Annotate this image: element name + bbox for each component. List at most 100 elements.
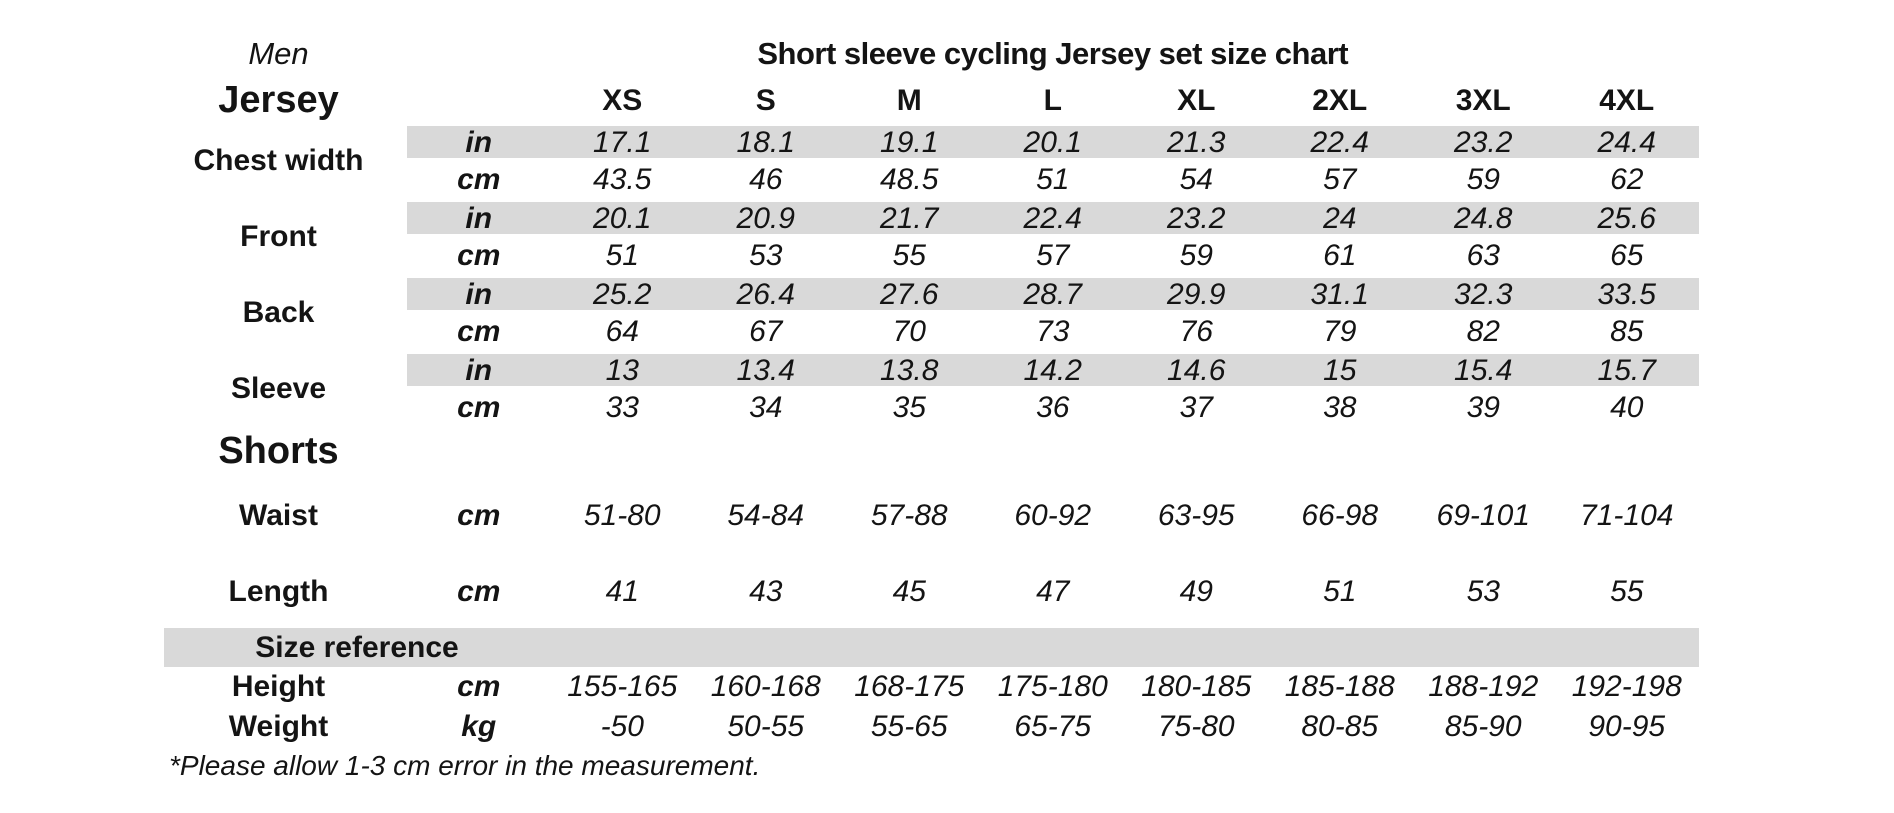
measurement-value: 13.8 — [880, 354, 939, 387]
size-header-row: Jersey XS S M L XL 2XL 3XL 4XL — [150, 78, 1699, 123]
unit-label: kg — [461, 710, 497, 743]
measurement-group: Back in 25.2 26.4 27.6 28.7 29.9 31.1 32.3 33.5 cm… — [150, 275, 1699, 351]
measurement-value: 51 — [1323, 575, 1357, 608]
measurement-row: in 20.1 20.9 21.7 22.4 23.2 24 24.8 25.6 — [407, 199, 1699, 237]
measurement-value: 69-101 — [1436, 499, 1530, 532]
measurement-value: 80-85 — [1301, 710, 1379, 743]
measurement-value: 23.2 — [1454, 126, 1513, 159]
measurement-rows: in 25.2 26.4 27.6 28.7 29.9 31.1 32.3 33.5 cm 64 67… — [407, 275, 1699, 351]
measurement-value: 34 — [749, 391, 783, 424]
measurement-row: cm 33 34 35 36 37 38 39 40 — [407, 389, 1699, 427]
gender-label: Men — [248, 36, 309, 71]
unit-label: in — [465, 354, 493, 387]
unit-label: cm — [457, 315, 501, 348]
measurement-value: 41 — [605, 575, 639, 608]
measurement-value: 70 — [892, 315, 926, 348]
chart-title: Short sleeve cycling Jersey set size cha… — [757, 36, 1349, 71]
measurement-rows: in 20.1 20.9 21.7 22.4 23.2 24 24.8 25.6 cm 51 53 55… — [407, 199, 1699, 275]
measurement-label: Chest width — [193, 144, 364, 177]
measurement-value: 90-95 — [1588, 710, 1666, 743]
size-reference-rows: Height cm 155-165 160-168 168-175 175-180 180-… — [150, 667, 1699, 747]
measurement-value: 60-92 — [1014, 499, 1092, 532]
measurement-value: 24 — [1323, 202, 1357, 235]
measurement-value: 71-104 — [1580, 499, 1674, 532]
size-column-header: S — [755, 83, 776, 117]
measurement-row: cm 64 67 70 73 76 79 82 85 — [407, 313, 1699, 351]
measurement-value: 57 — [1323, 163, 1357, 196]
measurement-value: 32.3 — [1454, 278, 1513, 311]
measurement-value: 59 — [1466, 163, 1500, 196]
title-row: Men Short sleeve cycling Jersey set size… — [150, 30, 1699, 78]
measurement-value: 53 — [1466, 575, 1500, 608]
measurement-label: Height — [231, 670, 326, 703]
measurement-value: 20.1 — [593, 202, 652, 235]
measurement-value: 33 — [605, 391, 639, 424]
measurement-value: -50 — [600, 710, 644, 743]
measurement-value: 76 — [1179, 315, 1213, 348]
measurement-value: 35 — [892, 391, 926, 424]
measurement-value: 188-192 — [1428, 670, 1539, 703]
measurement-value: 46 — [749, 163, 783, 196]
measurement-value: 59 — [1179, 239, 1213, 272]
measurement-value: 24.8 — [1454, 202, 1513, 235]
measurement-row: cm 43.5 46 48.5 51 54 57 59 62 — [407, 161, 1699, 199]
measurement-row: in 17.1 18.1 19.1 20.1 21.3 22.4 23.2 24.4 — [407, 123, 1699, 161]
measurement-value: 168-175 — [854, 670, 965, 703]
measurement-value: 51-80 — [583, 499, 661, 532]
unit-label: cm — [457, 499, 501, 532]
measurement-value: 57-88 — [870, 499, 948, 532]
measurement-value: 160-168 — [710, 670, 821, 703]
measurement-value: 66-98 — [1301, 499, 1379, 532]
measurement-value: 28.7 — [1023, 278, 1082, 311]
measurement-rows: in 13 13.4 13.8 14.2 14.6 15 15.4 15.7 cm 33 34 35 36… — [407, 351, 1699, 427]
measurement-value: 45 — [892, 575, 926, 608]
measurement-group: Sleeve in 13 13.4 13.8 14.2 14.6 15 15.4 15.7 cm 33… — [150, 351, 1699, 427]
size-column-header: 2XL — [1312, 83, 1368, 117]
measurement-value: 57 — [1036, 239, 1070, 272]
measurement-value: 18.1 — [736, 126, 795, 159]
measurement-value: 25.6 — [1597, 202, 1656, 235]
measurement-value: 79 — [1323, 315, 1357, 348]
measurement-value: 15.7 — [1597, 354, 1656, 387]
jersey-measurements: Chest width in 17.1 18.1 19.1 20.1 21.3 22.4 23.… — [150, 123, 1699, 427]
measurement-value: 180-185 — [1141, 670, 1252, 703]
measurement-rows: in 17.1 18.1 19.1 20.1 21.3 22.4 23.2 24.4 cm 43.5… — [407, 123, 1699, 199]
measurement-value: 85 — [1610, 315, 1644, 348]
measurement-value: 64 — [605, 315, 639, 348]
measurement-value: 47 — [1036, 575, 1070, 608]
measurement-value: 63 — [1466, 239, 1500, 272]
measurement-value: 23.2 — [1167, 202, 1226, 235]
measurement-value: 67 — [749, 315, 783, 348]
jersey-section-label: Jersey — [218, 79, 339, 121]
measurement-value: 62 — [1610, 163, 1644, 196]
size-column-header: XS — [602, 83, 643, 117]
measurement-value: 65 — [1610, 239, 1644, 272]
measurement-value: 21.3 — [1167, 126, 1226, 159]
measurement-value: 25.2 — [593, 278, 652, 311]
measurement-value: 43.5 — [593, 163, 652, 196]
measurement-value: 55 — [1610, 575, 1644, 608]
measurement-value: 192-198 — [1571, 670, 1682, 703]
measurement-row: cm 51 53 55 57 59 61 63 65 — [407, 237, 1699, 275]
measurement-value: 26.4 — [736, 278, 795, 311]
unit-label: cm — [457, 670, 501, 703]
unit-label: cm — [457, 575, 501, 608]
measurement-value: 19.1 — [880, 126, 939, 159]
measurement-label: Waist — [239, 499, 318, 532]
measurement-value: 51 — [605, 239, 639, 272]
measurement-value: 85-90 — [1444, 710, 1522, 743]
measurement-label: Back — [242, 296, 315, 329]
measurement-value: 175-180 — [997, 670, 1108, 703]
size-column-header: 3XL — [1455, 83, 1511, 117]
measurement-footnote: *Please allow 1-3 cm error in the measur… — [169, 750, 761, 781]
measurement-value: 55-65 — [870, 710, 948, 743]
shorts-measurements: Waist cm 51-80 54-84 57-88 60-92 63-95 66-98 69-… — [150, 497, 1699, 611]
measurement-value: 50-55 — [727, 710, 805, 743]
unit-label: cm — [457, 391, 501, 424]
measurement-value: 29.9 — [1167, 278, 1226, 311]
measurement-value: 51 — [1036, 163, 1070, 196]
measurement-label: Length — [228, 575, 329, 608]
measurement-label: Front — [240, 220, 317, 253]
measurement-value: 33.5 — [1597, 278, 1656, 311]
